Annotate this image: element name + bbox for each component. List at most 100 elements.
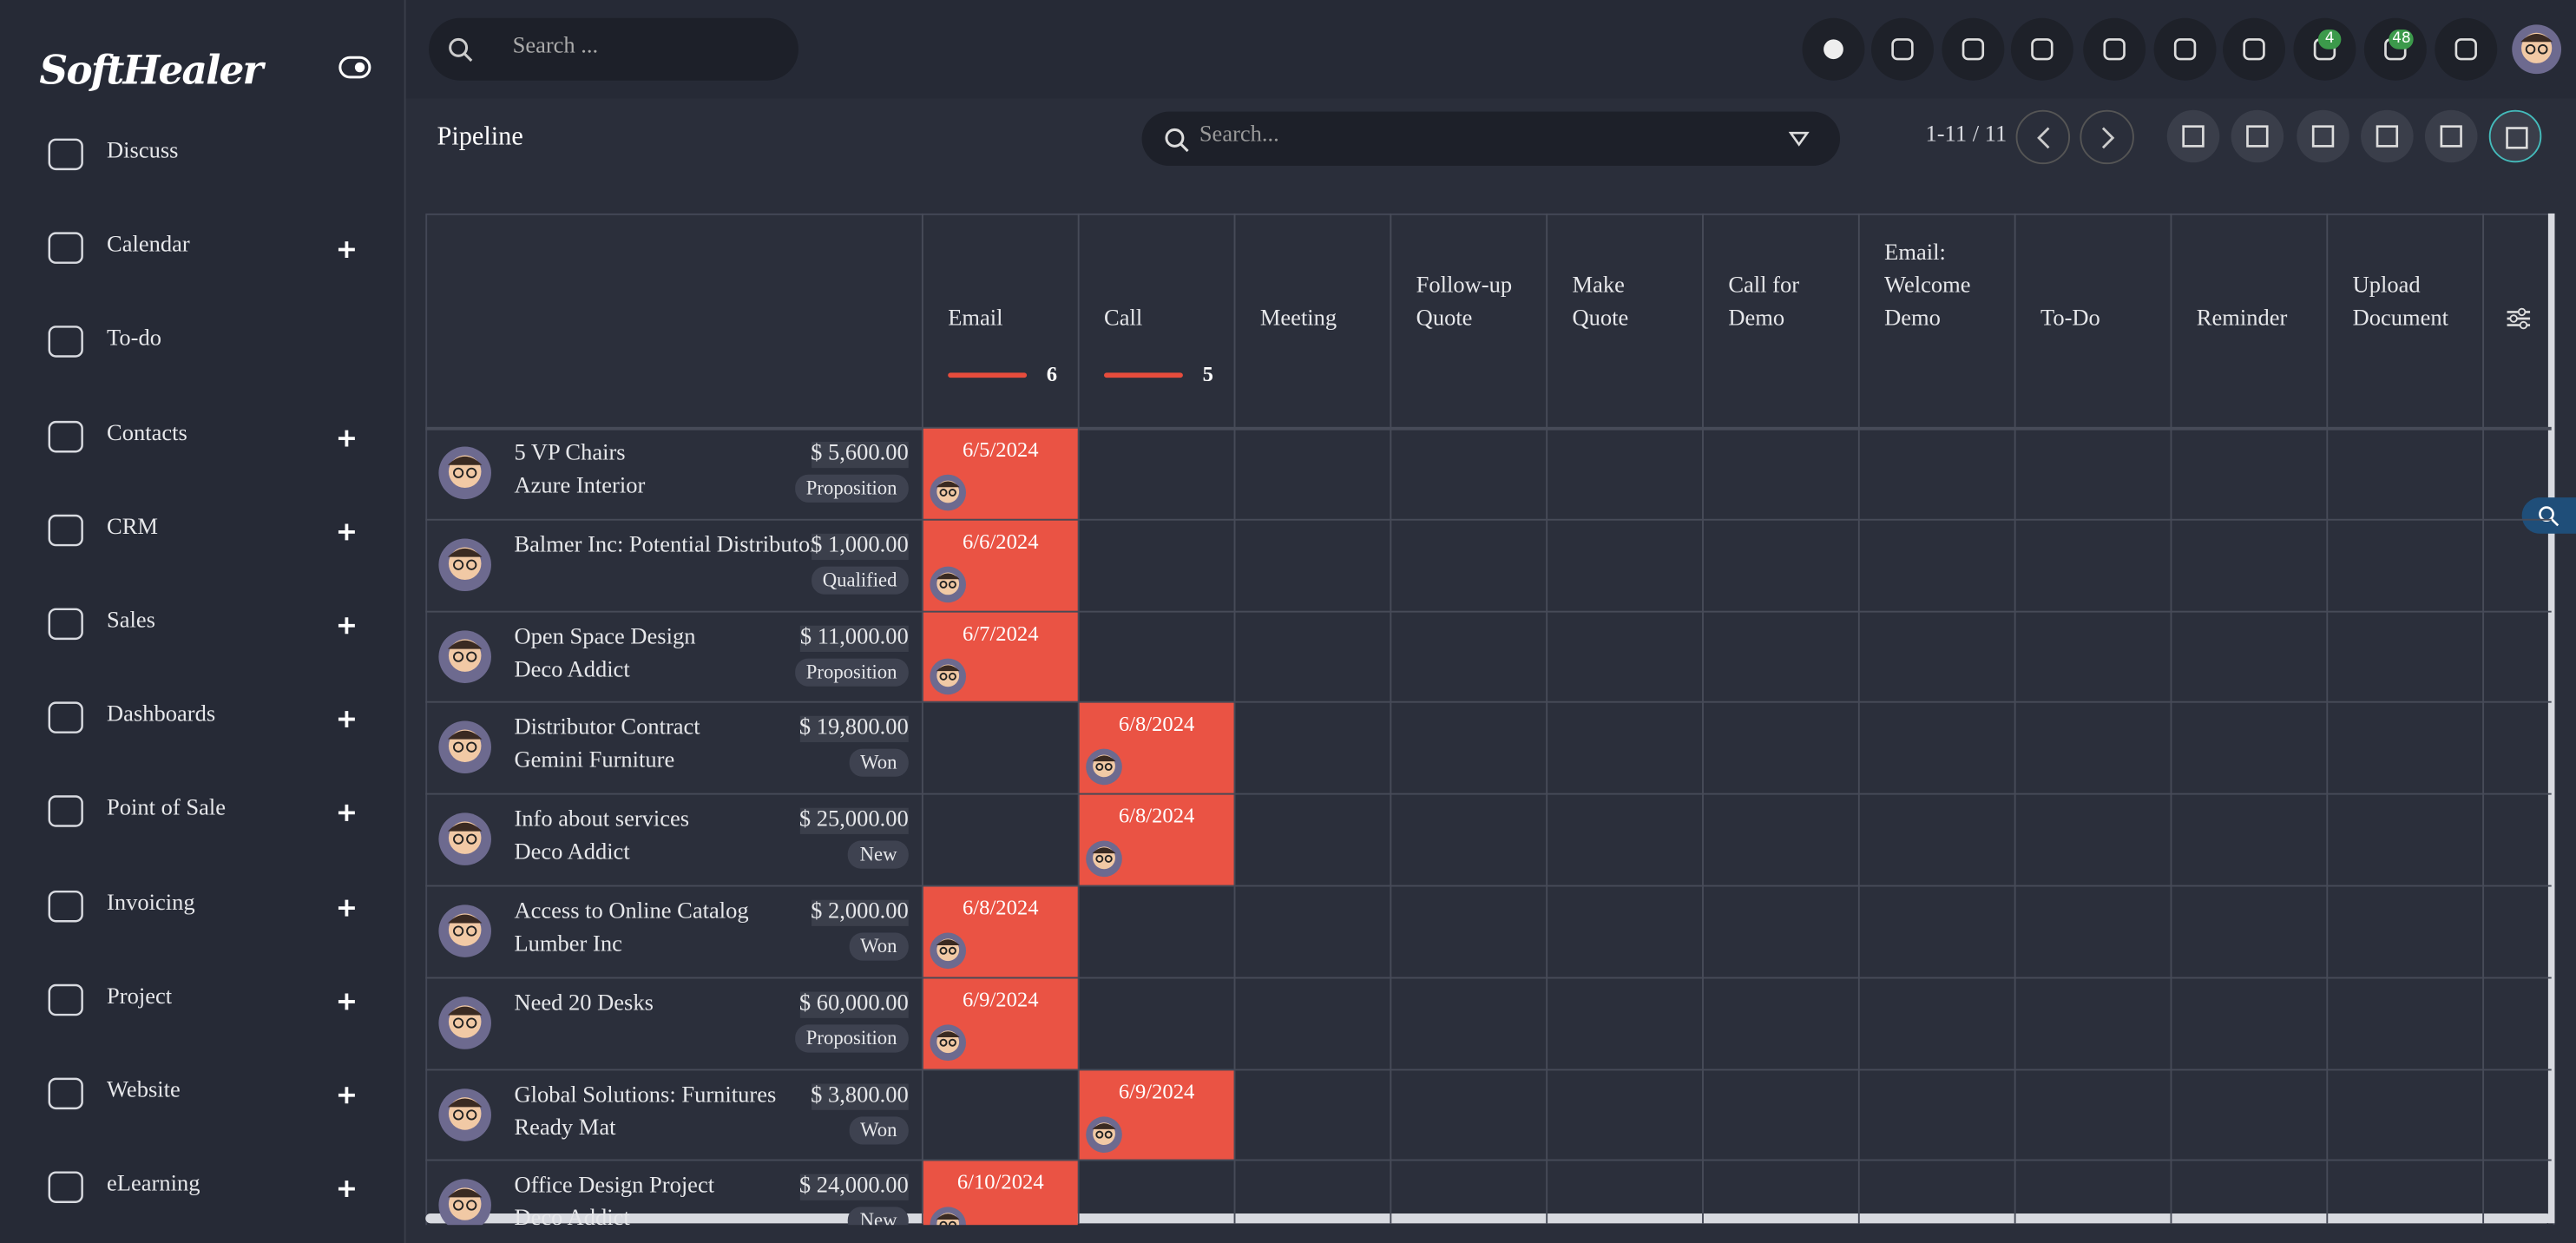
menu-item[interactable]: Dashboards	[107, 703, 216, 728]
amount: $ 25,000.00	[798, 808, 909, 835]
column-border	[1077, 213, 1080, 1224]
view-button[interactable]	[2231, 109, 2284, 163]
menu-item[interactable]: Calendar	[107, 233, 190, 259]
progress-bar	[948, 372, 1028, 378]
menu-item[interactable]: Discuss	[107, 139, 179, 165]
column-header[interactable]: Upload Document	[2352, 273, 2449, 332]
activity-avatar	[930, 1024, 967, 1061]
pipeline-search[interactable]: Search...	[1141, 111, 1841, 167]
top-icon[interactable]	[2083, 17, 2146, 81]
top-icon[interactable]	[2153, 17, 2217, 81]
activity-avatar	[1086, 749, 1122, 786]
scrollbar[interactable]	[425, 1213, 2552, 1224]
lead-name[interactable]: Global Solutions: Furnitures	[514, 1082, 777, 1108]
amount: $ 2,000.00	[811, 899, 909, 926]
amount: $ 3,800.00	[811, 1082, 909, 1110]
activity-cell[interactable]: 6/9/2024	[1079, 1069, 1234, 1161]
customer: Deco Addict	[514, 657, 630, 683]
activity-cell[interactable]: 6/6/2024	[923, 520, 1078, 610]
top-icon[interactable]	[2435, 17, 2498, 81]
stage-badge: Won	[848, 932, 909, 961]
menu-item[interactable]: Point of Sale	[107, 797, 226, 822]
activity-cell[interactable]: 6/8/2024	[923, 886, 1078, 977]
settings-icon[interactable]	[2506, 306, 2532, 332]
expand-icon[interactable]	[337, 426, 357, 446]
top-icon[interactable]	[1802, 17, 1865, 81]
column-header[interactable]: To-Do	[2040, 306, 2100, 332]
column-header[interactable]: Email	[948, 306, 1003, 332]
stage-badge: Qualified	[811, 566, 909, 595]
column-header[interactable]: Call	[1104, 306, 1143, 332]
menu-item[interactable]: Project	[107, 984, 173, 1010]
search-placeholder: Search...	[1199, 122, 1279, 148]
lead-name[interactable]: Office Design Project	[514, 1174, 715, 1200]
column-count: 5	[1202, 361, 1213, 386]
view-button[interactable]	[2361, 109, 2414, 163]
column-border	[921, 213, 923, 1224]
lead-name[interactable]: Info about services	[514, 808, 690, 833]
lead-name[interactable]: Open Space Design	[514, 624, 696, 650]
column-header[interactable]: Meeting	[1259, 306, 1337, 332]
lead-name[interactable]: 5 VP Chairs	[514, 441, 626, 467]
row-border	[425, 793, 2552, 795]
top-icon[interactable]	[1871, 17, 1934, 81]
column-header[interactable]: Email: Welcome Demo	[1884, 241, 1971, 332]
badge: 4	[2317, 30, 2342, 49]
customer: Ready Mat	[514, 1115, 616, 1141]
global-search[interactable]: Search ...	[429, 17, 798, 81]
menu-icon	[48, 793, 84, 830]
column-header[interactable]: Call for Demo	[1728, 273, 1800, 332]
activity-date: 6/6/2024	[963, 528, 1039, 554]
expand-icon[interactable]	[337, 1178, 357, 1198]
stage-badge: Won	[848, 749, 909, 778]
menu-item[interactable]: Invoicing	[107, 891, 195, 916]
next-button[interactable]	[2080, 109, 2134, 165]
amount: $ 60,000.00	[798, 991, 909, 1018]
menu-item[interactable]: To-do	[107, 327, 161, 352]
menu-item[interactable]: CRM	[107, 515, 158, 540]
lead-name[interactable]: Distributor Contract	[514, 716, 700, 741]
lead-name[interactable]: Balmer Inc: Potential Distributor	[514, 533, 818, 558]
expand-icon[interactable]	[337, 708, 357, 728]
expand-icon[interactable]	[337, 520, 357, 540]
expand-icon[interactable]	[337, 990, 357, 1010]
view-button[interactable]	[2424, 109, 2478, 163]
menu-item[interactable]: eLearning	[107, 1173, 200, 1198]
menu-item[interactable]: Website	[107, 1078, 181, 1104]
view-button[interactable]	[2166, 109, 2220, 163]
view-button[interactable]	[2488, 109, 2542, 163]
activity-cell[interactable]: 6/8/2024	[1079, 703, 1234, 794]
lead-name[interactable]: Access to Online Catalog	[514, 899, 749, 925]
top-icon[interactable]	[2223, 17, 2286, 81]
column-border	[1233, 213, 1236, 1224]
menu-item[interactable]: Sales	[107, 608, 155, 635]
activity-cell[interactable]: 6/7/2024	[923, 611, 1078, 702]
lead-name[interactable]: Need 20 Desks	[514, 991, 654, 1016]
top-icon[interactable]	[2010, 17, 2073, 81]
zoom-tab[interactable]	[2521, 497, 2576, 534]
column-border	[2482, 213, 2485, 1224]
column-header[interactable]: Reminder	[2196, 306, 2288, 332]
activity-cell[interactable]: 6/5/2024	[923, 428, 1078, 519]
user-avatar[interactable]	[2512, 24, 2562, 75]
top-icon[interactable]	[2293, 17, 2356, 81]
expand-icon[interactable]	[337, 896, 357, 916]
column-header[interactable]: Make Quote	[1572, 273, 1629, 332]
theme-toggle[interactable]	[338, 56, 371, 79]
expand-icon[interactable]	[337, 614, 357, 635]
expand-icon[interactable]	[337, 802, 357, 822]
top-icon[interactable]	[1942, 17, 2005, 81]
column-header[interactable]: Follow-up Quote	[1416, 273, 1513, 332]
expand-icon[interactable]	[337, 1084, 357, 1104]
menu-item[interactable]: Contacts	[107, 421, 187, 446]
activity-cell[interactable]: 6/8/2024	[1079, 794, 1234, 885]
expand-icon[interactable]	[337, 239, 357, 259]
activity-cell[interactable]: 6/9/2024	[923, 978, 1078, 1069]
scrollbar[interactable]	[2547, 213, 2555, 1224]
view-button[interactable]	[2297, 109, 2349, 163]
stage-badge: Won	[848, 1115, 909, 1144]
amount: $ 24,000.00	[798, 1174, 909, 1201]
top-icon[interactable]	[2363, 17, 2427, 81]
activity-avatar	[930, 657, 967, 694]
prev-button[interactable]	[2015, 109, 2071, 165]
